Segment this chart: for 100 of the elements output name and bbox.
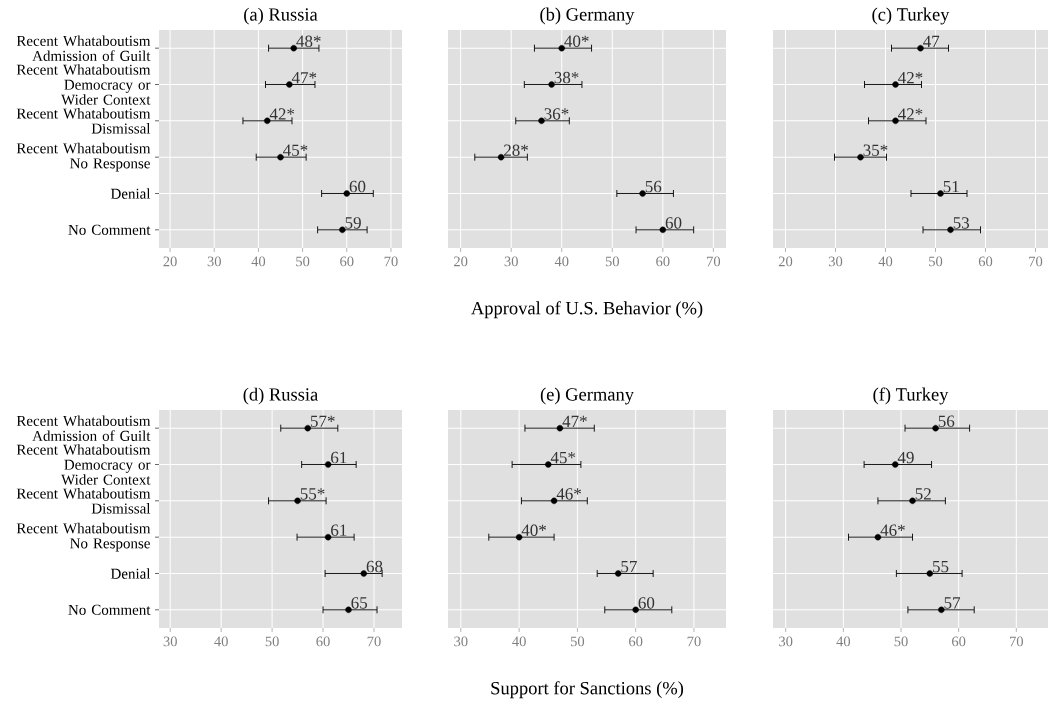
x-tick-label: 20 [454, 256, 468, 267]
point [324, 461, 332, 468]
data-label: 42* [269, 108, 295, 120]
x-tick-label: 40 [554, 256, 569, 267]
x-tick-label: 50 [296, 256, 310, 267]
point [360, 570, 367, 577]
data-label: 46* [880, 524, 905, 536]
point [343, 190, 350, 197]
data-label: 60 [638, 597, 655, 609]
point [937, 190, 944, 197]
x-tick-label: 40 [251, 256, 266, 267]
point [639, 190, 646, 197]
x-tick-label: 70 [687, 636, 701, 647]
chart-title: (b) Germany [540, 7, 635, 25]
x-axis-title: Support for Sanctions (%) [491, 681, 684, 699]
data-label: 45* [550, 451, 576, 464]
point [909, 497, 916, 505]
data-label: 40* [564, 35, 589, 47]
point [932, 424, 939, 432]
data-label: 68 [366, 560, 383, 573]
data-label: 60 [665, 217, 682, 229]
x-tick-label: 50 [605, 256, 619, 267]
x-tick-label: 50 [894, 636, 908, 647]
x-tick-label: 30 [163, 636, 177, 647]
x-tick-label: 60 [952, 636, 966, 647]
data-label: 36* [544, 108, 569, 120]
chart-title: (f) Turkey [873, 387, 949, 405]
point [632, 606, 639, 614]
x-tick-label: 50 [265, 636, 279, 647]
data-label: 47* [562, 415, 587, 427]
data-label: 56 [938, 415, 955, 427]
data-label: 60 [349, 180, 366, 193]
x-tick-label: 70 [1029, 256, 1043, 267]
x-tick-label: 60 [316, 636, 330, 647]
data-label: 28* [504, 144, 528, 156]
data-label: 45* [283, 144, 308, 156]
point [339, 226, 346, 234]
data-label: 47 [923, 35, 940, 47]
point [324, 533, 332, 541]
data-label: 61 [331, 524, 347, 536]
point [277, 153, 284, 161]
x-tick-label: 60 [629, 636, 643, 647]
data-label: 49 [897, 451, 914, 464]
point [294, 497, 301, 505]
x-tick-label: 60 [340, 256, 354, 267]
y-tick-label: Recent Whataboutism Dismissal [16, 108, 151, 134]
data-label: 35* [863, 144, 888, 156]
y-tick-label: Denial [110, 188, 151, 199]
point [892, 81, 899, 88]
x-tick-label: 30 [207, 256, 221, 267]
point [538, 117, 545, 125]
point [550, 497, 558, 505]
point [497, 153, 505, 161]
point [917, 44, 924, 52]
data-label: 55* [300, 488, 325, 500]
x-tick-label: 60 [656, 256, 670, 267]
data-label: 61 [331, 451, 347, 464]
chart-title: (d) Russia [243, 387, 319, 405]
x-tick-label: 40 [878, 256, 893, 267]
y-tick-label: Recent Whataboutism Democracy or Wider Context [16, 444, 151, 485]
data-label: 56 [645, 180, 662, 193]
x-tick-label: 20 [163, 256, 177, 267]
data-label: 53 [953, 217, 970, 229]
data-label: 59 [345, 217, 361, 229]
data-label: 57 [944, 597, 961, 609]
x-tick-label: 40 [512, 636, 526, 647]
x-axis-title: Approval of U.S. Behavior (%) [471, 301, 703, 319]
data-label: 57* [310, 415, 335, 427]
data-label: 42* [898, 72, 923, 84]
point [947, 226, 954, 234]
point [515, 533, 523, 541]
data-label: 46* [556, 488, 581, 500]
x-tick-label: 40 [836, 636, 851, 647]
y-tick-label: Recent Whataboutism Admission of Guilt [16, 35, 151, 61]
x-tick-label: 70 [384, 256, 398, 267]
point [659, 226, 667, 234]
y-tick-label: Recent Whataboutism Admission of Guilt [16, 415, 151, 441]
data-label: 42* [898, 108, 923, 120]
chart-title: (c) Turkey [872, 7, 950, 25]
data-label: 47* [291, 72, 317, 84]
data-label: 40* [521, 524, 546, 536]
point [614, 570, 622, 577]
x-tick-label: 60 [978, 256, 993, 267]
x-tick-label: 30 [828, 256, 843, 267]
x-tick-label: 30 [454, 636, 468, 647]
point [556, 424, 564, 432]
data-label: 55 [933, 560, 949, 573]
point [290, 44, 297, 52]
y-tick-label: No Comment [68, 224, 151, 235]
x-tick-label: 50 [929, 256, 943, 267]
y-tick-label: Recent Whataboutism No Response [16, 522, 151, 552]
x-tick-label: 40 [214, 636, 228, 647]
point [286, 81, 293, 88]
data-label: 48* [296, 35, 321, 47]
data-label: 38* [554, 71, 579, 84]
point [304, 424, 311, 432]
data-label: 51 [943, 180, 959, 193]
point [926, 570, 934, 577]
y-tick-label: Recent Whataboutism Dismissal [16, 488, 151, 514]
point [938, 606, 945, 614]
